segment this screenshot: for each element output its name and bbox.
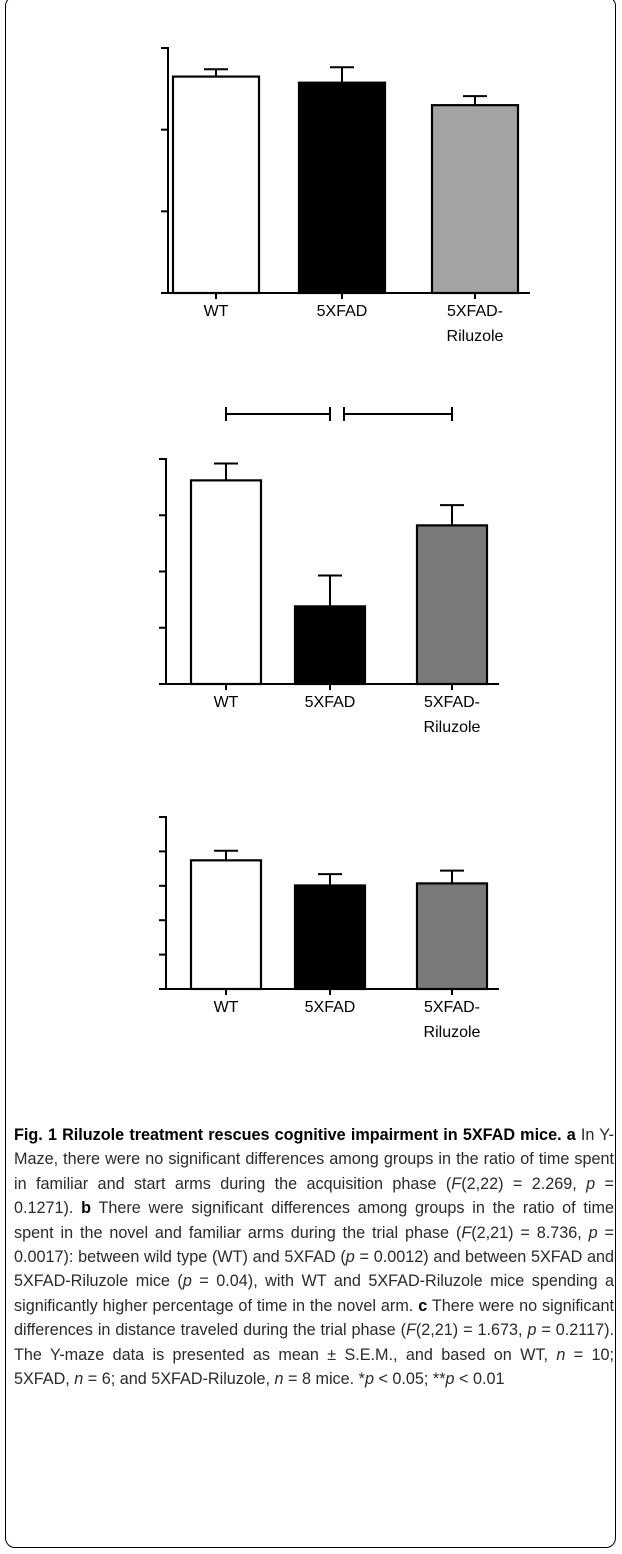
caption-segment: p	[364, 1370, 374, 1389]
caption-segment: p	[527, 1321, 537, 1340]
x-tick-label: 5XFAD	[305, 999, 356, 1016]
caption-segment: < 0.01	[454, 1370, 505, 1389]
caption-segment: b	[81, 1199, 92, 1218]
bar	[430, 104, 520, 295]
caption-segment: F	[451, 1174, 462, 1193]
x-tick-label: WT	[204, 303, 229, 320]
caption-segment: = 8 mice. *	[283, 1370, 365, 1389]
x-tick-label: WT	[214, 999, 239, 1016]
caption-segment: There were no significant differences in…	[14, 1296, 615, 1340]
caption-segment: = 0.1271).	[14, 1174, 615, 1218]
bar	[171, 75, 261, 295]
x-tick-label: 5XFAD	[317, 303, 368, 320]
x-tick-label: 5XFAD-	[447, 303, 503, 320]
x-tick-label: 5XFAD-	[424, 694, 480, 711]
caption-segment: In Y-Maze, there were no significant dif…	[14, 1126, 615, 1193]
caption-segment: < 0.05; **	[373, 1370, 446, 1389]
x-tick-label: Riluzole	[424, 719, 481, 736]
caption-segment: There were significant differences among…	[14, 1199, 614, 1242]
caption-segment: = 6; and 5XFAD-Riluzole,	[83, 1370, 275, 1389]
caption-segment: n	[274, 1370, 284, 1389]
bar	[415, 882, 489, 991]
bar	[415, 524, 489, 686]
caption-segment: = 0.04), with WT and 5XFAD-Riluzole mice…	[14, 1272, 614, 1315]
caption-body: a In Y-Maze, there were no significant d…	[14, 1126, 614, 1388]
caption-segment: F	[461, 1223, 472, 1242]
caption-segment: c	[418, 1296, 428, 1315]
figure-canvas: WT 5XFAD 5XFAD- Riluzole WT 5XFAD 5XFAD- Riluzo…	[159, 47, 530, 1041]
caption-title: Fig. 1 Riluzole treatment rescues cognit…	[14, 1126, 562, 1144]
caption-segment: p	[586, 1174, 596, 1193]
caption-segment: (2,21) = 8.736,	[471, 1223, 589, 1242]
caption-segment: p	[345, 1248, 355, 1267]
caption-segment: p	[588, 1223, 598, 1242]
caption-segment: (2,22) = 2.269,	[461, 1174, 587, 1193]
caption-segment: (2,21) = 1.673,	[415, 1321, 528, 1340]
figure-caption: Fig. 1 Riluzole treatment rescues cognit…	[14, 1123, 614, 1391]
x-tick-label: Riluzole	[447, 328, 504, 345]
caption-segment: F	[405, 1321, 416, 1340]
x-tick-label: 5XFAD	[305, 694, 356, 711]
x-tick-label: WT	[214, 694, 239, 711]
caption-segment: n	[74, 1370, 84, 1389]
bar	[189, 479, 263, 686]
caption-segment: = 0.2117). The Y-maze data is presented …	[14, 1321, 614, 1364]
bar	[293, 884, 367, 991]
x-tick-label: 5XFAD-	[424, 999, 480, 1016]
caption-segment: = 0.0012) and between 5XFAD and 5XFAD-Ri…	[14, 1248, 614, 1291]
caption-segment: p	[445, 1370, 455, 1389]
caption-segment: a	[566, 1126, 576, 1144]
caption-segment: p	[182, 1272, 192, 1291]
x-tick-label: Riluzole	[424, 1024, 481, 1041]
caption-segment: = 10; 5XFAD,	[14, 1345, 615, 1389]
bar	[297, 81, 387, 295]
bar	[189, 859, 263, 991]
caption-segment: n	[556, 1345, 566, 1364]
figure-frame	[5, 0, 616, 1548]
caption-paragraph: Fig. 1 Riluzole treatment rescues cognit…	[14, 1123, 614, 1391]
caption-segment: = 0.0017): between wild type (WT) and 5X…	[14, 1223, 614, 1267]
bar	[293, 605, 367, 686]
